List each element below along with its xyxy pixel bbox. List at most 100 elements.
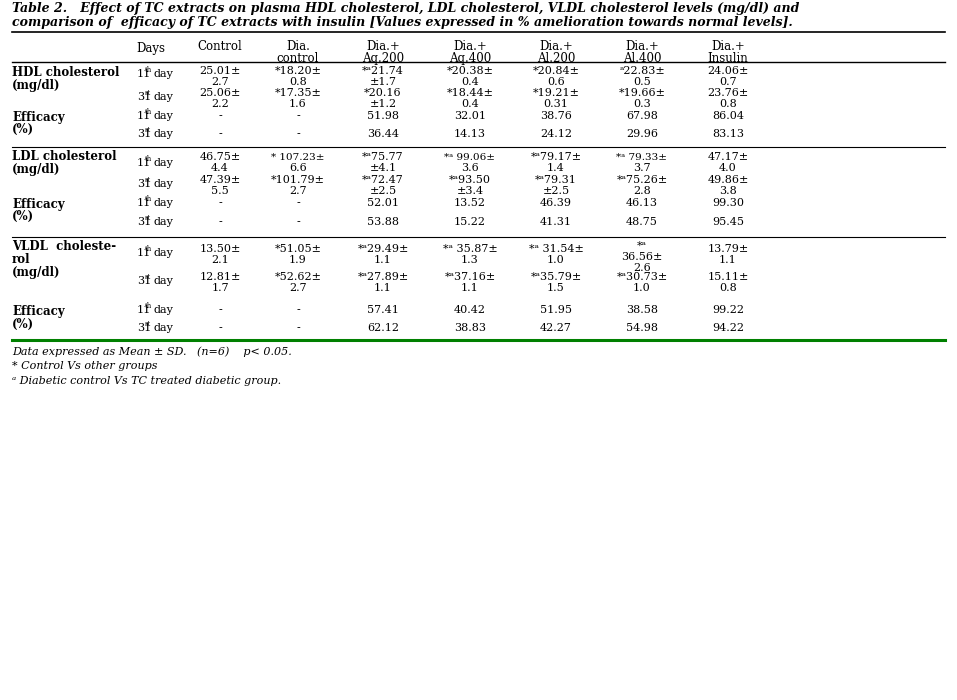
Text: -: - bbox=[296, 217, 300, 227]
Text: 24.06±: 24.06± bbox=[707, 66, 748, 76]
Text: -: - bbox=[218, 129, 222, 139]
Text: day: day bbox=[153, 305, 173, 315]
Text: 83.13: 83.13 bbox=[712, 129, 744, 139]
Text: Dia.: Dia. bbox=[286, 40, 310, 53]
Text: 15.22: 15.22 bbox=[454, 217, 486, 227]
Text: 0.8: 0.8 bbox=[719, 283, 737, 293]
Text: -: - bbox=[296, 198, 300, 208]
Text: 38.58: 38.58 bbox=[626, 305, 658, 315]
Text: (%): (%) bbox=[12, 123, 34, 136]
Text: 12.81±: 12.81± bbox=[199, 272, 241, 282]
Text: 2.2: 2.2 bbox=[211, 99, 229, 109]
Text: -: - bbox=[218, 217, 222, 227]
Text: 29.96: 29.96 bbox=[626, 129, 658, 139]
Text: 62.12: 62.12 bbox=[367, 323, 399, 333]
Text: *20.84±: *20.84± bbox=[532, 66, 580, 76]
Text: *ᵃ29.49±: *ᵃ29.49± bbox=[357, 244, 409, 254]
Text: 99.22: 99.22 bbox=[712, 305, 744, 315]
Text: 13.52: 13.52 bbox=[454, 198, 486, 208]
Text: Insulin: Insulin bbox=[707, 52, 748, 65]
Text: 31: 31 bbox=[137, 323, 151, 333]
Text: ᵃ22.83±: ᵃ22.83± bbox=[619, 66, 665, 76]
Text: Dia.+: Dia.+ bbox=[367, 40, 400, 53]
Text: day: day bbox=[153, 129, 173, 139]
Text: 11: 11 bbox=[137, 305, 151, 315]
Text: 99.30: 99.30 bbox=[712, 198, 744, 208]
Text: 49.86±: 49.86± bbox=[707, 175, 748, 185]
Text: day: day bbox=[153, 179, 173, 189]
Text: 13.79±: 13.79± bbox=[707, 244, 748, 254]
Text: 0.31: 0.31 bbox=[544, 99, 568, 109]
Text: 24.12: 24.12 bbox=[540, 129, 572, 139]
Text: 2.7: 2.7 bbox=[211, 77, 229, 87]
Text: 1.5: 1.5 bbox=[547, 283, 565, 293]
Text: (%): (%) bbox=[12, 210, 34, 223]
Text: Al.200: Al.200 bbox=[537, 52, 575, 65]
Text: Control: Control bbox=[198, 40, 242, 53]
Text: 67.98: 67.98 bbox=[626, 111, 658, 121]
Text: day: day bbox=[153, 276, 173, 286]
Text: 1.3: 1.3 bbox=[461, 255, 478, 265]
Text: *ᵃ 99.06±: *ᵃ 99.06± bbox=[444, 153, 496, 162]
Text: 0.4: 0.4 bbox=[461, 99, 478, 109]
Text: 11: 11 bbox=[137, 248, 151, 258]
Text: -: - bbox=[218, 323, 222, 333]
Text: ±2.5: ±2.5 bbox=[369, 186, 396, 196]
Text: 86.04: 86.04 bbox=[712, 111, 744, 121]
Text: st: st bbox=[145, 320, 151, 328]
Text: th: th bbox=[145, 66, 152, 74]
Text: th: th bbox=[145, 245, 152, 253]
Text: 38.83: 38.83 bbox=[454, 323, 486, 333]
Text: 1.0: 1.0 bbox=[547, 255, 565, 265]
Text: Data expressed as Mean ± SD.   (n=6)    p< 0.05.: Data expressed as Mean ± SD. (n=6) p< 0.… bbox=[12, 346, 292, 356]
Text: 1.1: 1.1 bbox=[374, 283, 391, 293]
Text: 42.27: 42.27 bbox=[540, 323, 572, 333]
Text: day: day bbox=[153, 248, 173, 258]
Text: 2.6: 2.6 bbox=[634, 263, 651, 273]
Text: 0.6: 0.6 bbox=[547, 77, 565, 87]
Text: st: st bbox=[145, 273, 151, 281]
Text: 31: 31 bbox=[137, 179, 151, 189]
Text: *18.20±: *18.20± bbox=[275, 66, 322, 76]
Text: *ᵃ37.16±: *ᵃ37.16± bbox=[444, 272, 496, 282]
Text: -: - bbox=[296, 129, 300, 139]
Text: Days: Days bbox=[137, 42, 166, 55]
Text: 31: 31 bbox=[137, 276, 151, 286]
Text: (mg/dl): (mg/dl) bbox=[12, 79, 60, 92]
Text: th: th bbox=[145, 108, 152, 116]
Text: *52.62±: *52.62± bbox=[275, 272, 322, 282]
Text: ±2.5: ±2.5 bbox=[543, 186, 569, 196]
Text: day: day bbox=[153, 69, 173, 79]
Text: 36.44: 36.44 bbox=[367, 129, 399, 139]
Text: 95.45: 95.45 bbox=[712, 217, 744, 227]
Text: 41.31: 41.31 bbox=[540, 217, 572, 227]
Text: ᵃ Diabetic control Vs TC treated diabetic group.: ᵃ Diabetic control Vs TC treated diabeti… bbox=[12, 376, 281, 386]
Text: -: - bbox=[218, 111, 222, 121]
Text: 1.4: 1.4 bbox=[547, 163, 565, 173]
Text: 15.11±: 15.11± bbox=[707, 272, 748, 282]
Text: VLDL  choleste-: VLDL choleste- bbox=[12, 240, 116, 253]
Text: 3.6: 3.6 bbox=[461, 163, 478, 173]
Text: *ᵃ79.31: *ᵃ79.31 bbox=[535, 175, 577, 185]
Text: Table 2.   Effect of TC extracts on plasma HDL cholesterol, LDL cholesterol, VLD: Table 2. Effect of TC extracts on plasma… bbox=[12, 2, 799, 15]
Text: control: control bbox=[277, 52, 320, 65]
Text: 11: 11 bbox=[137, 69, 151, 79]
Text: 36.56±: 36.56± bbox=[621, 252, 662, 262]
Text: *ᵃ30.73±: *ᵃ30.73± bbox=[616, 272, 668, 282]
Text: 54.98: 54.98 bbox=[626, 323, 658, 333]
Text: HDL cholesterol: HDL cholesterol bbox=[12, 66, 120, 79]
Text: day: day bbox=[153, 217, 173, 227]
Text: day: day bbox=[153, 158, 173, 168]
Text: -: - bbox=[296, 323, 300, 333]
Text: 38.76: 38.76 bbox=[540, 111, 572, 121]
Text: th: th bbox=[145, 155, 152, 163]
Text: Dia.+: Dia.+ bbox=[711, 40, 745, 53]
Text: *ᵃ27.89±: *ᵃ27.89± bbox=[357, 272, 409, 282]
Text: 1.1: 1.1 bbox=[374, 255, 391, 265]
Text: 31: 31 bbox=[137, 92, 151, 102]
Text: 25.06±: 25.06± bbox=[199, 88, 241, 98]
Text: 1.7: 1.7 bbox=[211, 283, 229, 293]
Text: day: day bbox=[153, 111, 173, 121]
Text: *20.38±: *20.38± bbox=[447, 66, 494, 76]
Text: Efficacy: Efficacy bbox=[12, 305, 65, 318]
